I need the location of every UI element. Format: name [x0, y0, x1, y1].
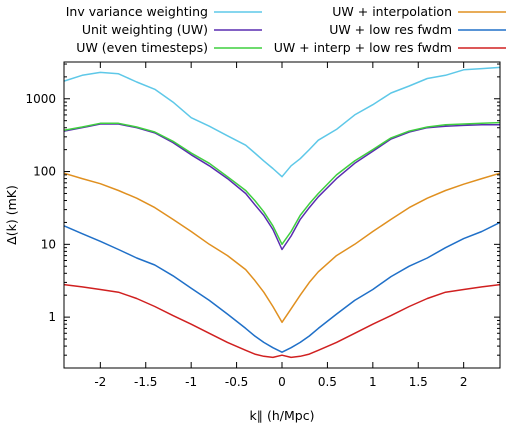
legend-label-3: UW + interpolation [332, 4, 452, 19]
x-tick-label-2: -1 [185, 375, 197, 389]
legend: Inv variance weighting Unit weighting (UW… [66, 4, 506, 55]
x-tick-label-1: -1.5 [134, 375, 157, 389]
x-tick-label-3: -0.5 [225, 375, 248, 389]
series-line-2 [63, 121, 501, 246]
x-axis-ticks: -2 -1.5 -1 -0.5 0 0.5 1 1.5 2 [94, 62, 467, 389]
series-line-5 [63, 283, 501, 359]
series-line-0 [63, 66, 501, 178]
x-tick-label-4: 0 [278, 375, 286, 389]
y-tick-label-3: 1000 [25, 92, 56, 106]
y-axis-ticks: 1 10 100 1000 [25, 63, 500, 369]
x-axis-label: k∥ (h/Mpc) [250, 408, 315, 423]
legend-label-5: UW + interp + low res fwdm [274, 40, 452, 55]
legend-label-2: UW (even timesteps) [76, 40, 208, 55]
y-tick-label-0: 1 [48, 310, 56, 324]
legend-label-1: Unit weighting (UW) [82, 22, 208, 37]
x-tick-label-6: 1 [369, 375, 377, 389]
series-line-3 [63, 172, 501, 324]
x-tick-label-5: 0.5 [318, 375, 337, 389]
x-tick-label-7: 1.5 [409, 375, 428, 389]
x-tick-label-0: -2 [94, 375, 106, 389]
y-tick-label-1: 10 [41, 237, 56, 251]
series-line-1 [63, 123, 500, 251]
x-tick-label-8: 2 [460, 375, 468, 389]
series-line-4 [63, 221, 501, 353]
legend-label-0: Inv variance weighting [66, 4, 208, 19]
y-tick-label-2: 100 [33, 165, 56, 179]
legend-label-4: UW + low res fwdm [329, 22, 452, 37]
series-lines [63, 66, 501, 359]
y-axis-label: Δ(k) (mK) [4, 185, 19, 245]
